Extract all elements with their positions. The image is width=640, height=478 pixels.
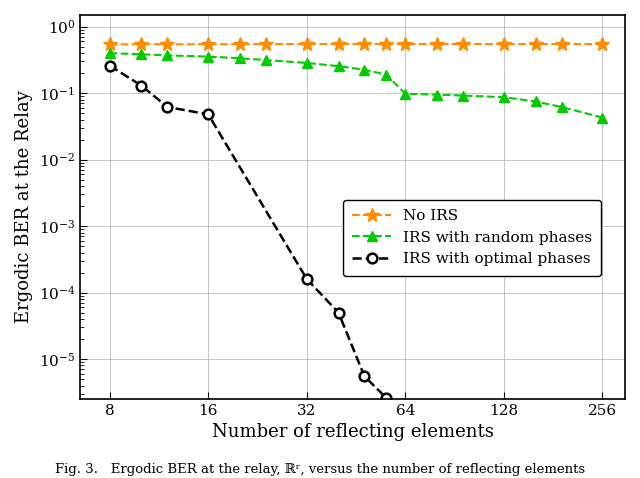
No IRS <box>433 41 441 47</box>
No IRS <box>163 42 171 47</box>
IRS with random phases <box>433 92 441 98</box>
IRS with optimal phases <box>360 373 368 379</box>
IRS with optimal phases <box>383 395 390 401</box>
IRS with optimal phases <box>163 104 171 110</box>
IRS with random phases <box>106 50 113 56</box>
Y-axis label: Ergodic BER at the Relay: Ergodic BER at the Relay <box>15 91 33 324</box>
Line: IRS with optimal phases: IRS with optimal phases <box>105 61 391 403</box>
X-axis label: Number of reflecting elements: Number of reflecting elements <box>212 424 493 442</box>
No IRS <box>401 41 409 47</box>
IRS with optimal phases <box>335 310 342 315</box>
IRS with random phases <box>500 94 508 100</box>
IRS with random phases <box>459 93 467 98</box>
No IRS <box>138 42 145 47</box>
Text: Fig. 3.   Ergodic BER at the relay, ℝʳ, versus the number of reflecting elements: Fig. 3. Ergodic BER at the relay, ℝʳ, ve… <box>55 463 585 476</box>
No IRS <box>360 41 368 47</box>
No IRS <box>335 41 342 47</box>
IRS with random phases <box>303 60 310 66</box>
No IRS <box>106 42 113 47</box>
IRS with random phases <box>401 91 409 97</box>
IRS with random phases <box>262 57 269 63</box>
No IRS <box>557 41 565 47</box>
No IRS <box>532 41 540 47</box>
IRS with random phases <box>204 54 212 59</box>
IRS with random phases <box>138 52 145 57</box>
IRS with optimal phases <box>106 63 113 68</box>
No IRS <box>598 41 606 47</box>
IRS with random phases <box>557 104 565 110</box>
No IRS <box>459 41 467 47</box>
No IRS <box>236 42 244 47</box>
Legend: No IRS, IRS with random phases, IRS with optimal phases: No IRS, IRS with random phases, IRS with… <box>343 200 601 276</box>
Line: IRS with random phases: IRS with random phases <box>105 48 607 122</box>
No IRS <box>303 41 310 47</box>
IRS with random phases <box>532 98 540 104</box>
No IRS <box>204 42 212 47</box>
IRS with random phases <box>360 67 368 73</box>
Line: No IRS: No IRS <box>102 37 609 52</box>
No IRS <box>383 41 390 47</box>
IRS with optimal phases <box>303 276 310 282</box>
No IRS <box>262 41 269 47</box>
IRS with optimal phases <box>204 111 212 117</box>
No IRS <box>500 41 508 47</box>
IRS with random phases <box>163 53 171 58</box>
IRS with random phases <box>335 63 342 69</box>
IRS with random phases <box>236 55 244 61</box>
IRS with random phases <box>383 72 390 77</box>
IRS with random phases <box>598 115 606 120</box>
IRS with optimal phases <box>138 83 145 88</box>
